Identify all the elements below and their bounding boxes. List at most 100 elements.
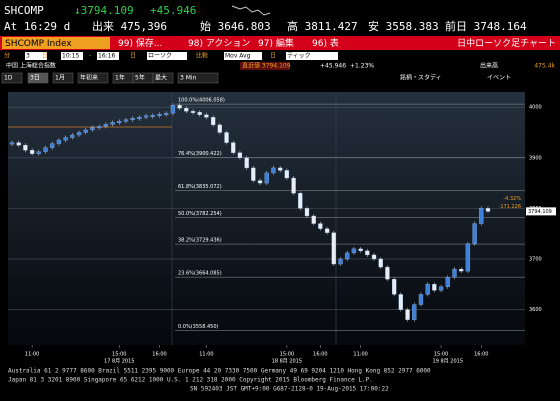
setting-box[interactable]: [61, 52, 83, 60]
candle: [418, 294, 424, 305]
tab-label[interactable]: 5年: [135, 74, 145, 82]
candle: [311, 215, 316, 224]
candle: [472, 223, 477, 244]
y-tick-label: 3900: [529, 155, 542, 161]
legend-last: 直近値 3794.109: [242, 62, 291, 70]
tab-label[interactable]: 最大: [155, 74, 167, 82]
candle: [210, 117, 216, 126]
tab[interactable]: [1, 72, 23, 84]
events[interactable]: イベント: [487, 75, 511, 82]
tab-label[interactable]: 3 Min: [180, 75, 197, 82]
tab[interactable]: [77, 72, 109, 84]
setting[interactable]: ティック: [287, 53, 311, 60]
tab-label[interactable]: 3日: [30, 75, 40, 82]
last-box: [526, 207, 556, 216]
tab-label[interactable]: 1年: [115, 74, 125, 82]
candle: [76, 132, 82, 136]
candle: [164, 113, 169, 115]
candle: [385, 266, 390, 280]
candle: [103, 124, 109, 127]
fib-label: 76.4%(3900.422): [178, 151, 222, 157]
y-tick-label: 3700: [529, 256, 542, 262]
change: +45.946: [150, 4, 196, 17]
candle: [264, 172, 269, 184]
date-label: 19 8月 2015: [433, 359, 463, 365]
candle: [197, 112, 202, 115]
tab-label[interactable]: 年初来: [80, 74, 98, 82]
tab-label[interactable]: 1月: [55, 75, 65, 82]
candle: [50, 143, 55, 148]
last-value: 3794.109: [528, 209, 552, 215]
candle: [29, 150, 35, 154]
button[interactable]: 99) 保存...: [118, 37, 162, 49]
candle: [170, 105, 176, 114]
setting[interactable]: 16:16: [98, 53, 115, 60]
candle: [425, 284, 430, 295]
setting[interactable]: ローソク: [148, 53, 172, 60]
setting[interactable]: 3: [26, 53, 30, 60]
button[interactable]: 98) アクション: [188, 38, 250, 49]
candle: [251, 167, 256, 181]
setting-box[interactable]: [286, 52, 338, 60]
security[interactable]: SHCOMP Index: [5, 39, 72, 49]
security-box[interactable]: [2, 37, 110, 49]
setting: -: [89, 53, 91, 60]
setting[interactable]: 10:15: [62, 53, 79, 60]
candle: [224, 132, 229, 143]
y-tick-label: 3600: [529, 307, 542, 313]
candle: [358, 248, 363, 252]
low: 安 3558.383: [368, 19, 439, 33]
candle: [117, 121, 122, 123]
setting-box[interactable]: [97, 52, 119, 60]
setting-box[interactable]: [147, 52, 187, 60]
button[interactable]: 96) 表: [312, 37, 339, 49]
x-tick-label: 15:00: [434, 352, 448, 358]
candle: [90, 127, 95, 131]
change-pct: -4.32%: [503, 196, 521, 202]
setting[interactable]: Mov Avg: [225, 53, 251, 60]
x-tick-label: 15:00: [280, 352, 294, 358]
candle: [465, 243, 471, 272]
setting-box[interactable]: [224, 52, 262, 60]
setting-box[interactable]: [25, 52, 47, 60]
x-tick-label: 16:00: [313, 352, 327, 358]
legend-change: +45.946: [320, 63, 346, 70]
tab[interactable]: [152, 72, 174, 84]
volume: 出来 475,396: [92, 19, 167, 33]
y-tick-label: 4000: [529, 105, 542, 111]
candle: [231, 142, 236, 153]
fib-label: 61.8%(3835.072): [178, 184, 222, 190]
tab[interactable]: [52, 72, 74, 84]
tab[interactable]: [27, 72, 49, 84]
candle: [445, 277, 450, 287]
fib-label: 23.6%(3664.085): [178, 271, 222, 277]
candle: [284, 170, 290, 179]
toolbar-bg: [0, 36, 560, 50]
sparkline: [231, 5, 271, 16]
tab-label[interactable]: 1D: [4, 75, 13, 82]
chart: 3600370038003900400011:0015:0016:0011:00…: [8, 98, 556, 365]
x-tick-label: 11:00: [353, 352, 367, 358]
studies[interactable]: 銘柄・スタディ: [400, 74, 442, 82]
fib-label: 50.0%(3782.254): [178, 211, 222, 217]
fib-label: 38.2%(3729.436): [178, 238, 222, 244]
index-name: 中国 上海総合指数: [6, 62, 56, 70]
button[interactable]: 97) 編集: [258, 37, 294, 49]
candle: [378, 258, 383, 268]
candle: [257, 180, 263, 184]
setting: 比較: [196, 52, 208, 60]
candle: [291, 177, 296, 194]
candle: [485, 208, 491, 212]
candle: [157, 114, 162, 116]
legend-change-pct: +1.23%: [350, 63, 374, 70]
time: At 16:29 d: [4, 20, 70, 33]
volume-label: 出来高: [480, 62, 498, 70]
candle: [432, 284, 437, 291]
tab[interactable]: [177, 72, 219, 84]
candle: [278, 167, 283, 171]
candle: [479, 208, 484, 224]
candle: [318, 223, 323, 229]
candle: [351, 248, 357, 254]
x-tick-label: 11:00: [199, 352, 213, 358]
